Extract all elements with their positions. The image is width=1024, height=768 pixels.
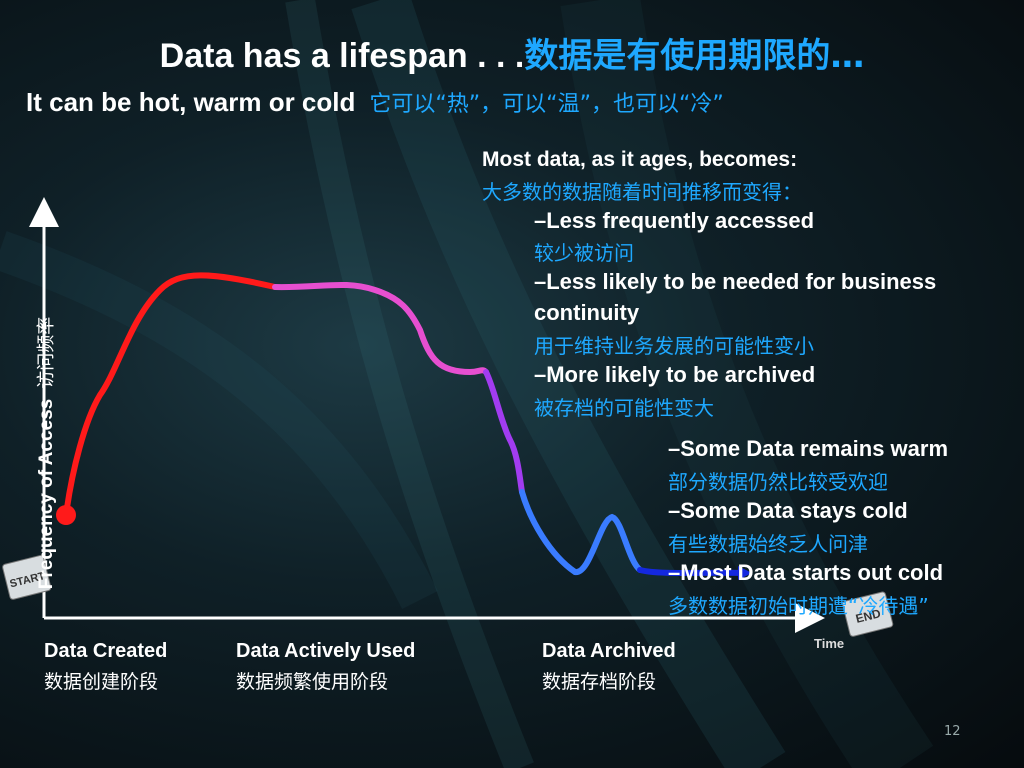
stage-active-en: Data Actively Used	[236, 640, 416, 662]
curve-warm-segment	[272, 281, 489, 376]
bullet-archived-en: –More likely to be archived	[534, 362, 816, 387]
bullet-heading-en: Most data, as it ages, becomes:	[482, 148, 798, 171]
curve-cool-segment	[519, 489, 643, 575]
bullet-heading-cn: 大多数的数据随着时间推移而变得：	[482, 180, 802, 204]
title-en: Data has a lifespan . . .	[159, 37, 525, 75]
stage-archived-cn: 数据存档阶段	[542, 671, 657, 693]
bullet-less-accessed-en: –Less frequently accessed	[534, 208, 815, 233]
bullet-continuity-en-2: continuity	[534, 300, 640, 325]
x-axis-label: Time	[814, 636, 845, 651]
bullet-warm-cn: 部分数据仍然比较受欢迎	[668, 470, 888, 494]
bullet-less-accessed-cn: 较少被访问	[534, 241, 634, 265]
curve-cold-segment	[637, 567, 748, 576]
bullet-starts-cold-en: –Most Data starts out cold	[668, 560, 944, 585]
curve-mid-segment	[483, 369, 525, 495]
bullet-cold-cn: 有些数据始终乏人问津	[668, 532, 868, 556]
stage-created-en: Data Created	[44, 640, 168, 662]
subtitle-en: It can be hot, warm or cold	[26, 87, 356, 117]
stage-created-cn: 数据创建阶段	[44, 671, 159, 693]
end-badge: END	[842, 591, 894, 637]
subtitle-cn: 它可以“热”，可以“温”，也可以“冷”	[369, 92, 724, 117]
y-axis-label-cn: 访问频率	[36, 316, 56, 389]
stage-active-cn: 数据频繁使用阶段	[236, 671, 389, 693]
page-subtitle: It can be hot, warm or cold 它可以“热”，可以“温”，…	[26, 86, 724, 118]
bullet-cold-en: –Some Data stays cold	[668, 498, 908, 523]
curve-end-arrow	[738, 566, 752, 580]
bullet-continuity-en: –Less likely to be needed for business	[534, 269, 937, 294]
end-badge-text: END	[854, 606, 882, 626]
page-number: 12	[944, 724, 961, 739]
title-cn: 数据是有使用期限的…	[524, 36, 865, 76]
stage-archived-en: Data Archived	[542, 640, 676, 662]
bullet-starts-cold-cn: 多数数据初始时期遭“冷待遇”	[668, 594, 929, 618]
bullet-warm-en: –Some Data remains warm	[668, 436, 949, 461]
bullet-continuity-cn: 用于维持业务发展的可能性变小	[534, 334, 814, 358]
y-axis-label: Frequency of Access 访问频率	[32, 303, 58, 603]
y-axis-label-en: Frequency of Access	[36, 398, 57, 590]
bullet-archived-cn: 被存档的可能性变大	[534, 396, 714, 420]
start-badge: START	[2, 554, 52, 600]
page-title: Data has a lifespan . . .数据是有使用期限的…	[0, 28, 1024, 77]
start-point-marker	[56, 505, 76, 525]
curve-hot-segment	[63, 272, 278, 518]
